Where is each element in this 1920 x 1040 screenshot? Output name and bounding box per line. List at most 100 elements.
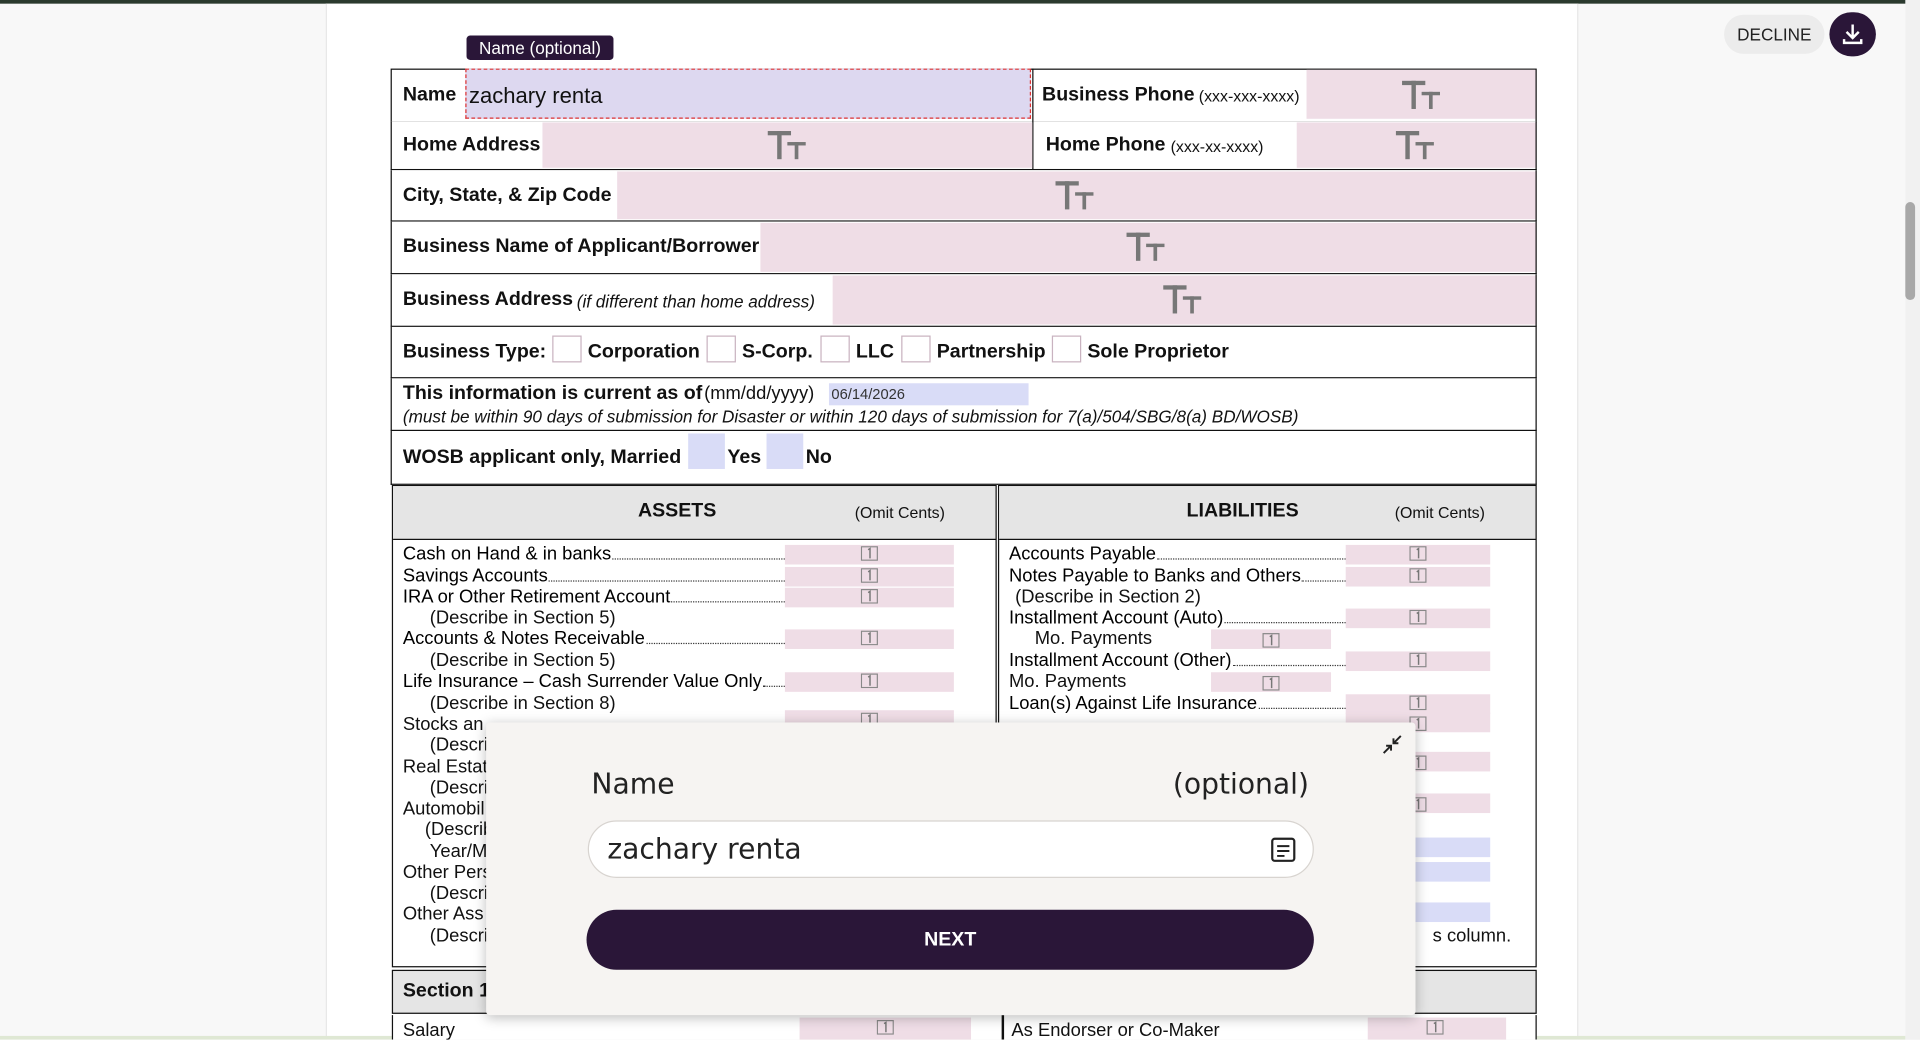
liability-label: Accounts Payable (1008, 543, 1157, 565)
note: (must be within 90 days of submission fo… (402, 406, 1299, 427)
asset-label: Year/M (429, 841, 488, 863)
row-label: Salary (402, 1020, 455, 1040)
asset-label: Automobil (402, 798, 485, 820)
label: Business Address (402, 288, 574, 310)
field-modal: Name (optional) zachary renta NEXT (486, 722, 1416, 1016)
number-field-icon (1409, 609, 1427, 625)
liability-label: Installment Account (Auto) (1008, 607, 1224, 629)
asset-label: (Describe in Section 5) (429, 607, 616, 629)
asset-label: (Describe in Section 5) (429, 650, 616, 672)
name-field[interactable] (465, 68, 1032, 119)
label: Business Phone (1042, 84, 1195, 106)
dot-leader (671, 601, 785, 603)
asset-label: (Descri (429, 882, 488, 904)
dot-leader (1302, 580, 1346, 582)
number-field-icon (860, 545, 878, 561)
form-row (390, 326, 1537, 379)
assets-header (393, 486, 996, 541)
number-field-icon (1409, 567, 1427, 583)
leader-row: Notes Payable to Banks and Others (1009, 566, 1346, 588)
label: Yes (727, 446, 762, 468)
text-field-icon (1395, 130, 1437, 162)
number-field-icon (1426, 1019, 1444, 1035)
leader-row: Cash on Hand & in banks (403, 544, 785, 566)
column-title: LIABILITIES (1186, 500, 1299, 522)
decline-button[interactable]: DECLINE (1724, 14, 1825, 54)
row-label: As Endorser or Co-Maker (1011, 1020, 1220, 1040)
notes-icon[interactable] (1270, 836, 1297, 863)
label: WOSB applicant only, Married (402, 446, 682, 468)
radio-yes[interactable] (688, 433, 725, 469)
liability-label: Installment Account (Other) (1008, 650, 1232, 672)
checkbox[interactable] (820, 335, 850, 363)
number-field-icon (1409, 651, 1427, 668)
asset-label: (Describe in Section 8) (429, 693, 616, 714)
asset-label: Accounts & Notes Receivable (402, 628, 645, 649)
input-field[interactable] (832, 275, 1536, 325)
label: Home Address (402, 134, 541, 156)
radio-no[interactable] (766, 433, 804, 469)
download-icon (1842, 24, 1863, 45)
input-field[interactable] (1367, 1017, 1507, 1040)
dot-leader (1224, 622, 1346, 624)
dot-leader (612, 558, 785, 560)
label: Name (402, 84, 457, 106)
checkbox[interactable] (1051, 335, 1082, 363)
dot-leader (1157, 558, 1346, 560)
form-row (390, 431, 1537, 485)
hint: (xxx-xx-xxxx) (1170, 137, 1264, 156)
input-field[interactable] (760, 222, 1536, 272)
checkbox[interactable] (552, 335, 582, 363)
divider (1001, 1015, 1004, 1040)
asset-label: Cash on Hand & in banks (402, 543, 612, 565)
liabilities-header (999, 486, 1536, 541)
liability-label: s column. (1432, 925, 1512, 947)
asset-label: Life Insurance – Cash Surrender Value On… (402, 671, 762, 692)
scroll-thumb[interactable] (1905, 202, 1916, 301)
hint: (xxx-xxx-xxxx) (1198, 86, 1300, 106)
leader-row: Savings Accounts (403, 566, 785, 588)
text-field-icon (1125, 231, 1167, 263)
section-title: Section 1 (402, 980, 490, 1002)
checkbox[interactable] (706, 335, 736, 363)
asset-label: (Describ (424, 819, 494, 841)
dot-leader (549, 580, 785, 582)
input-field[interactable] (1306, 69, 1536, 119)
checkbox-label: S-Corp. (742, 341, 813, 363)
column-title: ASSETS (637, 500, 717, 522)
dot-leader (646, 642, 785, 645)
field-value: zachary renta (468, 83, 603, 108)
leader-row: Installment Account (Other) (1009, 650, 1346, 672)
checkbox[interactable] (901, 335, 931, 363)
download-button[interactable] (1829, 12, 1876, 57)
field-value: 06/14/2026 (831, 385, 905, 403)
liability-label: Mo. Payments (1034, 628, 1153, 649)
column-note: (Omit Cents) (1394, 503, 1485, 522)
asset-label: Other Pers (402, 862, 492, 883)
liability-label: Notes Payable to Banks and Others (1008, 565, 1302, 587)
modal-input-text: zachary renta (607, 833, 802, 866)
dot-leader (1232, 664, 1346, 667)
number-field-icon (860, 629, 878, 646)
asset-label: Stocks an (402, 713, 484, 735)
collapse-icon[interactable] (1380, 732, 1404, 756)
hint: (mm/dd/yyyy) (704, 383, 815, 405)
divider (1032, 68, 1034, 169)
checkbox-label: Partnership (936, 341, 1046, 363)
date-field[interactable] (828, 383, 1029, 406)
asset-label: IRA or Other Retirement Account (402, 586, 671, 608)
number-field-icon (1262, 632, 1280, 648)
asset-label: Real Estat (402, 756, 488, 778)
number-field-icon (860, 567, 878, 583)
leader-row: Accounts & Notes Receivable (403, 628, 785, 650)
field-tooltip: Name (optional) (466, 35, 614, 61)
modal-input[interactable]: zachary renta (587, 820, 1314, 878)
modal-title: Name (591, 768, 675, 801)
liability-label: Mo. Payments (1008, 671, 1127, 692)
label: Business Name of Applicant/Borrower (402, 236, 760, 258)
leader-row: Accounts Payable (1009, 544, 1346, 566)
next-button[interactable]: NEXT (586, 909, 1314, 970)
label: Business Type: (402, 341, 547, 363)
top-bar (0, 0, 1920, 4)
